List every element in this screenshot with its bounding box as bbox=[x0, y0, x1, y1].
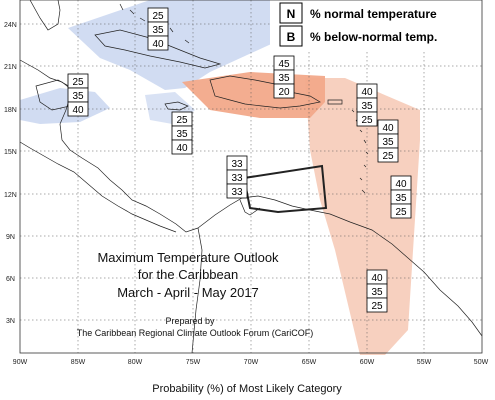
prob-above: 40 bbox=[361, 87, 373, 98]
lon-tick-label: 80W bbox=[128, 359, 143, 366]
lat-tick-label: 21N bbox=[4, 64, 17, 71]
lon-tick-label: 65W bbox=[302, 359, 317, 366]
map-border bbox=[19, 0, 483, 354]
region-lesser-antilles-south: 40 35 25 bbox=[390, 175, 412, 219]
prob-above: 25 bbox=[152, 11, 164, 22]
legend: N % normal temperature B % below-normal … bbox=[270, 0, 482, 50]
lat-tick-label: 6N bbox=[6, 276, 15, 283]
prob-below: 25 bbox=[395, 207, 407, 218]
region-yucatan: 25 35 40 bbox=[67, 73, 89, 117]
prob-below: 25 bbox=[371, 301, 383, 312]
lon-tick-label: 90W bbox=[13, 359, 28, 366]
prob-above: 25 bbox=[72, 77, 84, 88]
legend-key-below: B bbox=[287, 30, 296, 44]
prepared-by: Prepared by bbox=[165, 316, 215, 326]
legend-label-normal: % normal temperature bbox=[310, 7, 437, 21]
lat-tick-label: 18N bbox=[4, 107, 17, 114]
region-abc-islands: 33 33 33 bbox=[226, 155, 248, 199]
prob-below: 25 bbox=[361, 115, 373, 126]
prob-above: 25 bbox=[176, 115, 188, 126]
lat-tick-label: 12N bbox=[4, 192, 17, 199]
prob-normal: 33 bbox=[231, 173, 243, 184]
region-hispaniola: 45 35 20 bbox=[273, 55, 295, 99]
prob-above: 40 bbox=[371, 273, 383, 284]
prob-normal: 35 bbox=[371, 287, 383, 298]
map-title: Maximum Temperature Outlook for the Cari… bbox=[77, 250, 314, 338]
lat-tick-label: 9N bbox=[6, 234, 15, 241]
legend-label-below: % below-normal temp. bbox=[310, 30, 437, 44]
prob-below: 33 bbox=[231, 187, 243, 198]
prob-above: 45 bbox=[278, 59, 290, 70]
lon-tick-label: 50W bbox=[474, 359, 489, 366]
title-line-3: March - April - May 2017 bbox=[117, 285, 259, 300]
title-line-2: for the Caribbean bbox=[138, 267, 238, 282]
lat-tick-label: 24N bbox=[4, 22, 17, 29]
prob-normal: 35 bbox=[361, 101, 373, 112]
prob-above: 40 bbox=[395, 179, 407, 190]
region-guianas: 40 35 25 bbox=[366, 269, 388, 313]
prob-normal: 35 bbox=[176, 129, 188, 140]
lon-tick-label: 75W bbox=[186, 359, 201, 366]
prob-normal: 35 bbox=[152, 25, 164, 36]
prob-below: 40 bbox=[152, 39, 164, 50]
prob-normal: 35 bbox=[72, 91, 84, 102]
prob-normal: 35 bbox=[395, 193, 407, 204]
lon-axis: 90W 85W 80W 75W 70W 65W 60W 55W 50W bbox=[13, 359, 489, 366]
prob-below: 40 bbox=[72, 105, 84, 116]
normal-zone-north bbox=[68, 0, 280, 90]
prob-normal: 35 bbox=[278, 73, 290, 84]
region-lesser-antilles-central: 40 35 25 bbox=[377, 119, 399, 163]
lat-tick-label: 3N bbox=[6, 318, 15, 325]
region-bahamas: 25 35 40 bbox=[147, 7, 169, 51]
prob-normal: 35 bbox=[382, 137, 394, 148]
title-line-1: Maximum Temperature Outlook bbox=[97, 250, 279, 265]
lon-tick-label: 55W bbox=[417, 359, 432, 366]
lat-axis: 24N 21N 18N 15N 12N 9N 6N 3N bbox=[4, 22, 17, 325]
lon-tick-label: 85W bbox=[71, 359, 86, 366]
prob-below: 40 bbox=[176, 143, 188, 154]
region-jamaica: 25 35 40 bbox=[171, 111, 193, 155]
abc-islands-zone bbox=[242, 164, 328, 214]
organization: The Caribbean Regional Climate Outlook F… bbox=[77, 328, 314, 338]
probability-caption: Probability (%) of Most Likely Category bbox=[152, 383, 342, 395]
prob-below: 20 bbox=[278, 87, 290, 98]
prob-above: 40 bbox=[382, 123, 394, 134]
prob-below: 25 bbox=[382, 151, 394, 162]
lat-tick-label: 15N bbox=[4, 149, 17, 156]
lon-tick-label: 70W bbox=[244, 359, 259, 366]
prob-above: 33 bbox=[231, 159, 243, 170]
lon-tick-label: 60W bbox=[360, 359, 375, 366]
region-lesser-antilles-north: 40 35 25 bbox=[356, 83, 378, 127]
legend-key-normal: N bbox=[287, 7, 296, 21]
